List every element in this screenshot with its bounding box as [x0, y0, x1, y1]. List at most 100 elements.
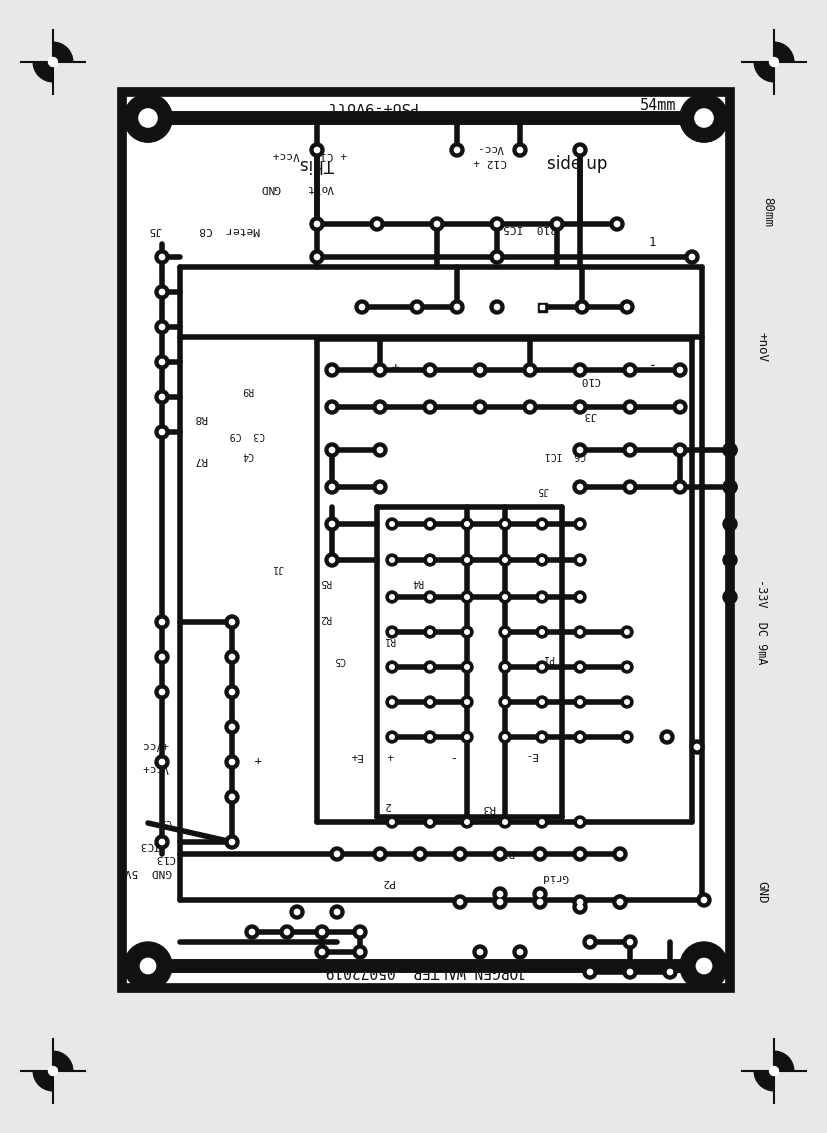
- Circle shape: [540, 630, 544, 634]
- Circle shape: [623, 363, 637, 377]
- Circle shape: [696, 959, 712, 973]
- Circle shape: [461, 627, 473, 638]
- Circle shape: [477, 949, 483, 955]
- Circle shape: [284, 929, 289, 935]
- Circle shape: [583, 965, 597, 979]
- Circle shape: [424, 661, 436, 673]
- Circle shape: [490, 300, 504, 314]
- Circle shape: [577, 147, 583, 153]
- Circle shape: [155, 425, 169, 438]
- Circle shape: [124, 94, 172, 142]
- Bar: [122, 92, 730, 988]
- Circle shape: [540, 521, 544, 527]
- Circle shape: [673, 363, 687, 377]
- Circle shape: [533, 887, 547, 901]
- Circle shape: [390, 630, 394, 634]
- Circle shape: [628, 484, 633, 489]
- Text: -: -: [643, 355, 653, 369]
- Circle shape: [623, 400, 637, 414]
- Circle shape: [424, 518, 436, 530]
- Circle shape: [465, 521, 469, 527]
- Circle shape: [667, 970, 672, 974]
- Circle shape: [536, 591, 548, 603]
- Circle shape: [617, 900, 623, 904]
- Wedge shape: [33, 62, 53, 82]
- Circle shape: [574, 661, 586, 673]
- Circle shape: [225, 650, 239, 664]
- Circle shape: [249, 929, 255, 935]
- Circle shape: [574, 816, 586, 828]
- Text: R8: R8: [194, 414, 207, 423]
- Circle shape: [623, 480, 637, 494]
- Circle shape: [315, 945, 329, 959]
- Circle shape: [160, 324, 165, 330]
- Circle shape: [573, 143, 587, 157]
- Circle shape: [353, 925, 367, 939]
- Circle shape: [410, 300, 424, 314]
- Circle shape: [575, 300, 589, 314]
- Circle shape: [465, 819, 469, 825]
- Circle shape: [229, 689, 235, 695]
- Text: E+: E+: [348, 751, 361, 761]
- Circle shape: [428, 557, 433, 562]
- Bar: [540, 305, 544, 309]
- Circle shape: [280, 925, 294, 939]
- Circle shape: [497, 892, 503, 896]
- Circle shape: [373, 363, 387, 377]
- Circle shape: [428, 630, 433, 634]
- Circle shape: [310, 250, 324, 264]
- Circle shape: [554, 221, 560, 227]
- Text: J1: J1: [272, 563, 284, 573]
- Circle shape: [373, 443, 387, 457]
- Circle shape: [141, 110, 155, 126]
- Circle shape: [329, 404, 335, 410]
- Circle shape: [769, 1066, 778, 1075]
- Circle shape: [628, 448, 633, 453]
- Circle shape: [310, 143, 324, 157]
- Circle shape: [461, 816, 473, 828]
- Circle shape: [621, 731, 633, 743]
- Circle shape: [540, 665, 544, 670]
- Circle shape: [499, 816, 511, 828]
- Text: C4: C4: [241, 450, 253, 460]
- Circle shape: [577, 404, 583, 410]
- Circle shape: [677, 404, 682, 410]
- Circle shape: [465, 557, 469, 562]
- Circle shape: [723, 480, 737, 494]
- Text: P2: P2: [380, 877, 394, 887]
- Circle shape: [386, 696, 398, 708]
- Circle shape: [574, 627, 586, 638]
- Text: GND: GND: [260, 184, 280, 193]
- Text: J5: J5: [148, 225, 162, 235]
- Circle shape: [628, 939, 633, 945]
- Circle shape: [573, 480, 587, 494]
- Circle shape: [573, 400, 587, 414]
- Circle shape: [473, 400, 487, 414]
- Circle shape: [573, 900, 587, 914]
- Wedge shape: [33, 1071, 53, 1091]
- Circle shape: [386, 816, 398, 828]
- Text: R5: R5: [319, 577, 331, 587]
- Circle shape: [536, 731, 548, 743]
- Circle shape: [155, 755, 169, 769]
- Circle shape: [577, 484, 583, 489]
- Circle shape: [453, 895, 467, 909]
- Circle shape: [373, 480, 387, 494]
- Circle shape: [680, 94, 728, 142]
- Circle shape: [497, 851, 503, 857]
- Circle shape: [414, 305, 419, 309]
- Circle shape: [673, 480, 687, 494]
- Circle shape: [723, 517, 737, 531]
- Circle shape: [160, 254, 165, 259]
- Text: Grid: Grid: [542, 872, 568, 881]
- Circle shape: [680, 94, 728, 142]
- Circle shape: [245, 925, 259, 939]
- Circle shape: [319, 949, 325, 955]
- Circle shape: [225, 615, 239, 629]
- Circle shape: [573, 363, 587, 377]
- Circle shape: [613, 847, 627, 861]
- Circle shape: [461, 591, 473, 603]
- Circle shape: [473, 363, 487, 377]
- Circle shape: [578, 557, 582, 562]
- Circle shape: [386, 661, 398, 673]
